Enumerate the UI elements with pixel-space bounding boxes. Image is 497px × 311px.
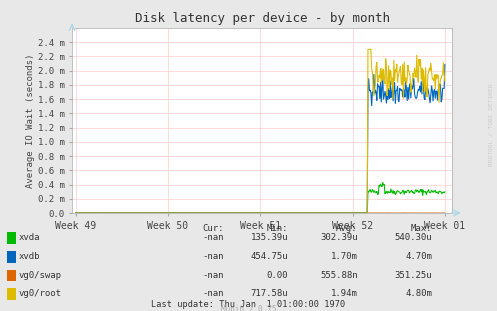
Text: -nan: -nan — [202, 290, 224, 298]
Text: xvdb: xvdb — [19, 252, 40, 261]
Text: RRDTOOL / TOBI OETIKER: RRDTOOL / TOBI OETIKER — [489, 83, 494, 166]
Title: Disk latency per device - by month: Disk latency per device - by month — [135, 12, 390, 26]
Text: vg0/root: vg0/root — [19, 290, 62, 298]
Text: 454.75u: 454.75u — [250, 252, 288, 261]
Text: Cur:: Cur: — [202, 224, 224, 233]
Text: xvda: xvda — [19, 234, 40, 242]
Text: Munin 2.0.75: Munin 2.0.75 — [221, 305, 276, 311]
Text: -nan: -nan — [202, 234, 224, 242]
Text: Avg:: Avg: — [336, 224, 358, 233]
Text: vg0/swap: vg0/swap — [19, 271, 62, 280]
Text: -nan: -nan — [202, 271, 224, 280]
Text: 0.00: 0.00 — [267, 271, 288, 280]
Text: 4.70m: 4.70m — [406, 252, 432, 261]
Y-axis label: Average IO Wait (seconds): Average IO Wait (seconds) — [26, 53, 35, 188]
Text: Min:: Min: — [267, 224, 288, 233]
Text: 717.58u: 717.58u — [250, 290, 288, 298]
Text: 4.80m: 4.80m — [406, 290, 432, 298]
Text: 302.39u: 302.39u — [320, 234, 358, 242]
Text: 135.39u: 135.39u — [250, 234, 288, 242]
Text: -nan: -nan — [202, 252, 224, 261]
Text: 555.88n: 555.88n — [320, 271, 358, 280]
Text: Last update: Thu Jan  1 01:00:00 1970: Last update: Thu Jan 1 01:00:00 1970 — [152, 300, 345, 309]
Text: 1.70m: 1.70m — [331, 252, 358, 261]
Text: 1.94m: 1.94m — [331, 290, 358, 298]
Text: 540.30u: 540.30u — [395, 234, 432, 242]
Text: Max:: Max: — [411, 224, 432, 233]
Text: 351.25u: 351.25u — [395, 271, 432, 280]
